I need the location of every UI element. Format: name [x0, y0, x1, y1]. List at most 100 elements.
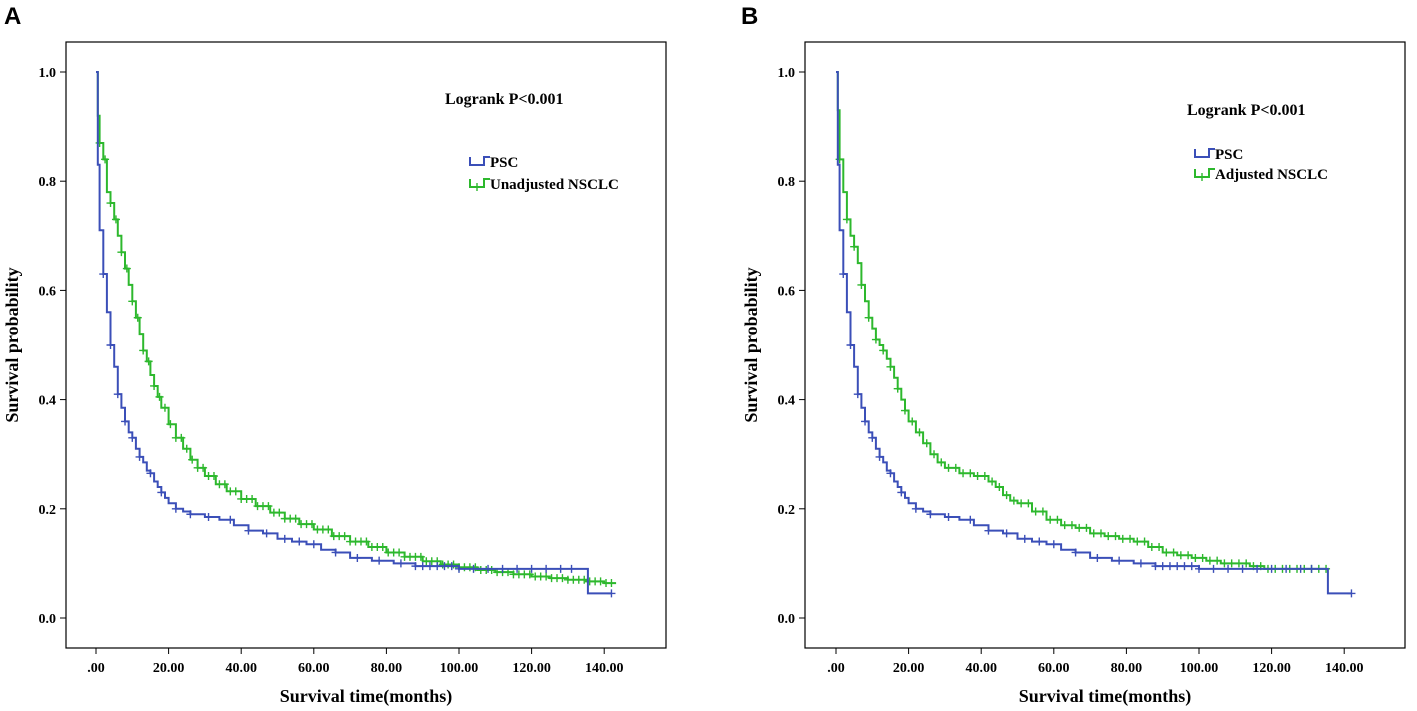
censor-mark: [911, 504, 920, 513]
censor-mark: [188, 455, 197, 464]
y-tick-label: 0.0: [778, 612, 796, 627]
censor-mark: [527, 564, 536, 573]
censor-mark: [262, 529, 271, 538]
x-tick-label: .00: [87, 661, 105, 676]
censor-mark: [922, 439, 931, 448]
censor-mark: [264, 502, 273, 511]
censor-mark: [182, 444, 191, 453]
x-tick-label: 80.00: [1111, 661, 1143, 676]
censor-mark: [220, 480, 229, 489]
censor-mark: [607, 589, 616, 598]
censor-mark: [275, 508, 284, 517]
censor-mark: [1104, 532, 1113, 541]
x-tick-label: 140.00: [585, 661, 624, 676]
censor-mark: [1093, 553, 1102, 562]
censor-mark: [171, 504, 180, 513]
censor-mark: [324, 525, 333, 534]
censor-mark: [99, 270, 108, 279]
legend-label-psc: PSC: [490, 155, 518, 171]
censor-mark: [135, 452, 144, 461]
censor-mark: [280, 534, 289, 543]
censor-mark: [204, 512, 213, 521]
censor-mark: [1071, 548, 1080, 557]
censor-mark: [1165, 562, 1174, 571]
logrank-annotation: Logrank P<0.001: [1187, 102, 1305, 119]
censor-mark: [455, 564, 463, 573]
y-tick-label: 0.6: [39, 284, 57, 299]
censor-mark: [378, 543, 387, 552]
censor-mark: [395, 548, 404, 557]
censor-mark: [1224, 564, 1233, 573]
censor-mark: [469, 564, 478, 573]
censor-mark: [1118, 534, 1127, 543]
censor-mark: [900, 406, 909, 415]
y-tick-label: 0.4: [778, 394, 796, 409]
censor-mark: [498, 564, 507, 573]
censor-mark: [1133, 537, 1142, 546]
censor-mark: [157, 488, 166, 497]
censor-mark: [133, 313, 142, 322]
y-tick-label: 0.0: [39, 612, 57, 627]
censor-mark: [362, 537, 371, 546]
censor-mark: [1126, 534, 1135, 543]
censor-mark: [231, 487, 240, 496]
censor-mark: [926, 510, 935, 519]
censor-mark: [248, 494, 257, 503]
censor-mark: [128, 297, 137, 306]
censor-mark: [144, 357, 153, 366]
censor-mark: [375, 556, 384, 565]
censor-mark: [121, 417, 130, 426]
x-tick-label: 20.00: [893, 661, 925, 676]
censor-mark: [596, 577, 605, 586]
censor-mark: [226, 515, 235, 524]
censor-mark: [128, 433, 137, 442]
censor-mark: [106, 199, 115, 208]
censor-mark: [416, 552, 425, 561]
censor-mark: [1035, 537, 1044, 546]
censor-mark: [186, 510, 195, 519]
panel-letter: B: [741, 3, 758, 30]
censor-mark: [915, 428, 924, 437]
censor-mark: [1187, 562, 1196, 571]
censor-mark: [556, 564, 565, 573]
censor-mark: [1205, 556, 1214, 565]
censor-mark: [879, 346, 888, 355]
y-tick-label: 0.4: [39, 394, 57, 409]
censor-mark: [1195, 564, 1203, 573]
plot-frame: [804, 41, 1406, 649]
censor-mark: [340, 532, 349, 541]
censor-mark: [937, 458, 946, 467]
y-tick-label: 0.8: [39, 175, 57, 190]
censor-mark: [353, 553, 362, 562]
censor-mark: [209, 472, 218, 481]
censor-mark: [1020, 534, 1029, 543]
censor-mark: [1060, 521, 1069, 530]
censor-mark: [525, 570, 534, 579]
censor-mark: [868, 433, 877, 442]
censor-mark: [1307, 564, 1316, 573]
legend-label-psc: PSC: [1215, 147, 1243, 163]
censor-mark: [309, 540, 318, 549]
censor-mark: [875, 452, 884, 461]
legend-swatch-adjusted-nsclc: [1194, 168, 1215, 178]
censor-mark: [1347, 589, 1356, 598]
censor-mark: [857, 280, 866, 289]
censor-mark: [150, 381, 159, 390]
censor-mark: [1009, 496, 1018, 505]
censor-mark: [930, 450, 939, 459]
censor-mark: [995, 482, 1004, 491]
censor-mark: [542, 572, 551, 581]
x-tick-label: 40.00: [225, 661, 257, 676]
y-tick-label: 0.6: [778, 284, 796, 299]
survival-curve-psc: [96, 71, 612, 595]
censor-mark: [1282, 564, 1291, 573]
censor-mark: [411, 562, 420, 571]
chart-panel-b: B 0.0 0.2 0.4 0.6 0.8 1.0 .00 20.00 40.00 60.00 80.…: [741, 3, 1406, 707]
censor-mark: [307, 520, 316, 529]
censor-mark: [1096, 529, 1105, 538]
legend-censor-mark: [473, 183, 481, 191]
legend-label-adjusted-nsclc: Adjusted NSCLC: [1215, 167, 1328, 183]
censor-mark: [897, 488, 906, 497]
y-axis-title: Survival probability: [741, 267, 761, 422]
